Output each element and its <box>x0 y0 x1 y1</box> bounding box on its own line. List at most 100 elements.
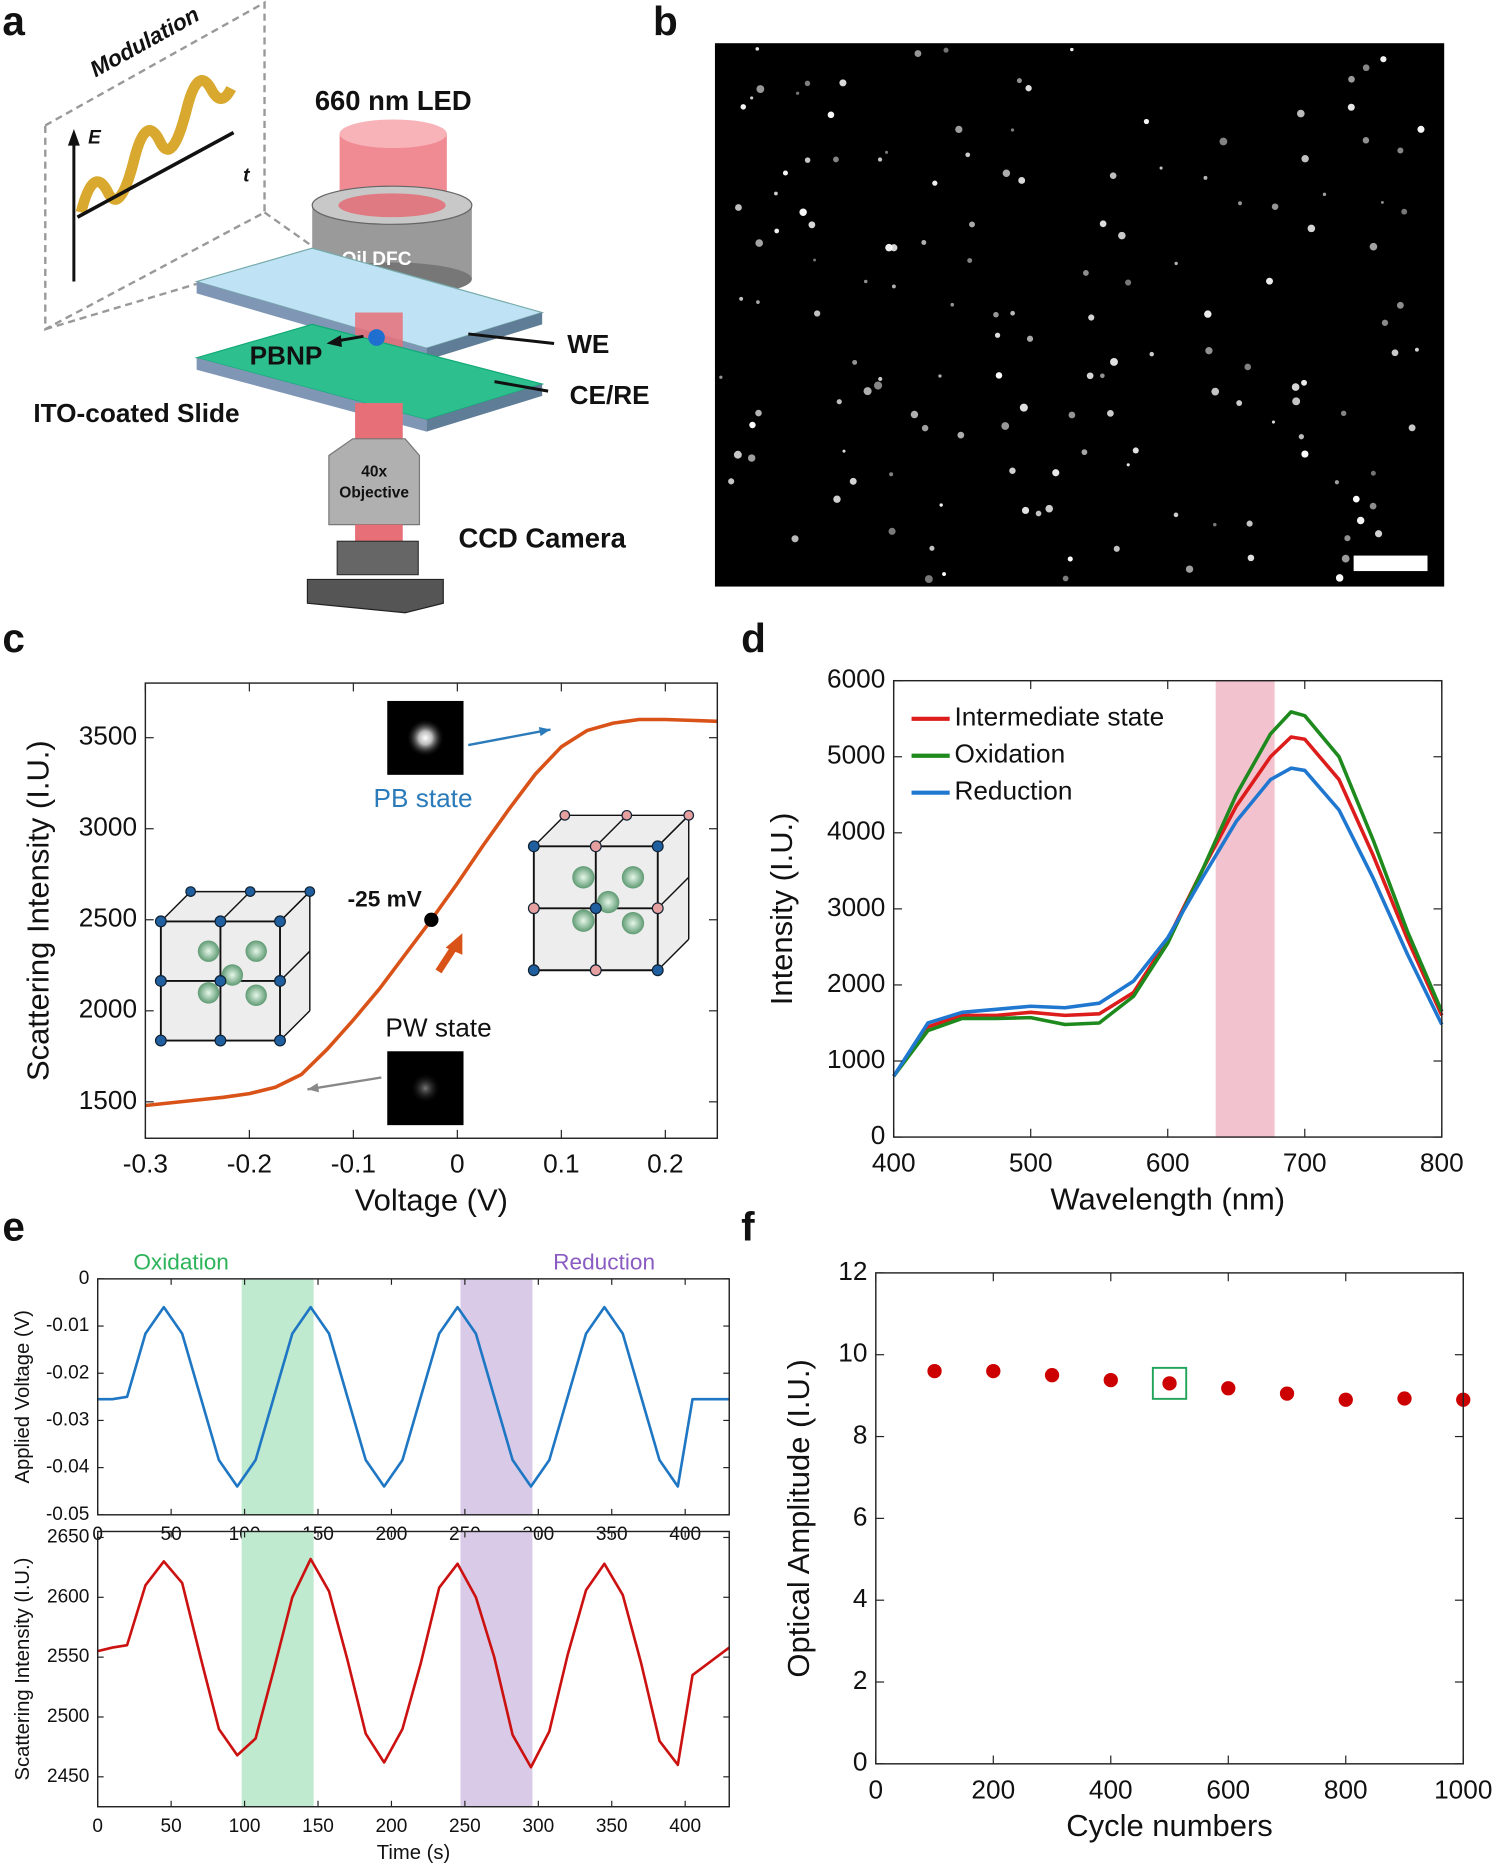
cube-edge <box>219 891 251 922</box>
x-axis-label: Time (s) <box>377 1842 450 1864</box>
particle <box>1106 409 1114 417</box>
particle <box>1322 192 1327 197</box>
particle <box>1113 545 1120 552</box>
y-tick-label: -0.04 <box>46 1457 90 1478</box>
lattice-atom <box>683 809 695 821</box>
particle <box>756 85 765 93</box>
x-tick-label: 250 <box>449 1816 481 1837</box>
particle <box>1143 118 1150 125</box>
arrow-head <box>445 933 463 955</box>
camera-label: CCD Camera <box>458 522 626 553</box>
particle <box>1244 363 1252 371</box>
lattice-atom <box>185 886 197 897</box>
particle <box>1340 410 1347 417</box>
data-point <box>927 1363 942 1379</box>
highlight-band <box>460 1278 533 1515</box>
lattice-atom <box>154 1034 167 1047</box>
particle <box>755 409 762 417</box>
y-tick-label: 12 <box>838 1256 867 1286</box>
led-label: 660 nm LED <box>315 85 472 116</box>
x-tick-label: 600 <box>1206 1774 1250 1804</box>
cube-edge <box>279 1010 311 1042</box>
particle <box>939 503 943 507</box>
particle <box>1068 411 1076 419</box>
y-axis-label: Applied Voltage (V) <box>12 1310 34 1483</box>
legend-label: Reduction <box>954 776 1072 806</box>
panel-letter: f <box>741 1204 755 1250</box>
lattice-atom <box>589 840 602 853</box>
axes-frame <box>96 1530 730 1808</box>
particle <box>836 399 842 405</box>
y-tick-label: 2500 <box>79 903 137 933</box>
particle <box>719 375 723 379</box>
x-tick-label: 0 <box>869 1774 884 1804</box>
cube-edge <box>657 876 690 909</box>
projection-line <box>44 282 197 331</box>
y-axis-label: Scattering Intensity (I.U.) <box>12 1558 34 1781</box>
particle <box>993 311 999 318</box>
objective-power: 40x <box>361 463 387 480</box>
lattice-ion <box>597 890 620 914</box>
particle <box>1110 358 1118 366</box>
t-axis <box>76 130 235 219</box>
particle <box>1271 203 1279 210</box>
particle <box>782 170 788 176</box>
y-tick-label: 0 <box>871 1120 886 1150</box>
x-axis-label: Cycle numbers <box>1066 1808 1273 1843</box>
modulation-wave <box>75 75 236 214</box>
cube-edge <box>279 891 311 922</box>
y-tick-label: 2000 <box>827 968 885 998</box>
y-tick-label: -0.02 <box>46 1362 89 1383</box>
lattice-ion <box>197 982 220 1004</box>
particle <box>950 302 955 307</box>
particle <box>750 96 754 100</box>
data-point <box>1221 1381 1236 1396</box>
particle <box>1369 502 1377 510</box>
lattice-atom <box>651 840 664 853</box>
particle <box>1301 379 1307 386</box>
particle <box>1271 420 1276 424</box>
y-tick-label: 6 <box>853 1501 868 1531</box>
legend-label: Oxidation <box>954 739 1065 769</box>
particle <box>1236 400 1243 406</box>
lattice-ion <box>197 940 220 962</box>
particle <box>1414 347 1419 352</box>
image-background <box>714 43 1445 587</box>
marked-point <box>424 912 439 927</box>
y-tick-label: 6000 <box>827 664 885 694</box>
particle <box>994 332 1001 338</box>
beam <box>355 524 403 542</box>
x-tick-label: 800 <box>1420 1148 1464 1178</box>
particle <box>1083 270 1089 276</box>
y-tick-label: 4000 <box>827 816 885 846</box>
y-tick-label: -0.05 <box>46 1504 89 1525</box>
particle <box>885 150 889 154</box>
x-tick-label: 1000 <box>1434 1774 1492 1804</box>
particle <box>1026 335 1034 342</box>
data-line <box>97 1305 730 1488</box>
particle <box>1002 169 1011 178</box>
x-tick-label: 200 <box>376 1816 408 1837</box>
particle <box>1381 319 1389 326</box>
particle <box>1100 373 1105 379</box>
lattice-atom <box>274 1034 286 1047</box>
particle <box>1369 242 1378 251</box>
particle <box>1009 467 1016 474</box>
particle <box>756 300 760 304</box>
panel-letter: d <box>741 615 766 661</box>
particle <box>804 80 811 87</box>
lattice-atom <box>214 975 227 987</box>
particle <box>965 152 971 158</box>
particle <box>1010 310 1015 316</box>
legend-label: Intermediate state <box>954 702 1164 732</box>
lattice-atom <box>651 964 664 977</box>
pointer <box>494 380 549 393</box>
particle <box>1081 449 1088 456</box>
arrow-head <box>538 727 551 737</box>
cube-edge <box>657 814 690 847</box>
x-tick-label: 0 <box>92 1816 103 1837</box>
particle <box>1347 103 1355 111</box>
lattice-ion <box>572 866 595 889</box>
darkfield-image <box>714 43 1445 587</box>
data-point <box>1103 1372 1118 1388</box>
